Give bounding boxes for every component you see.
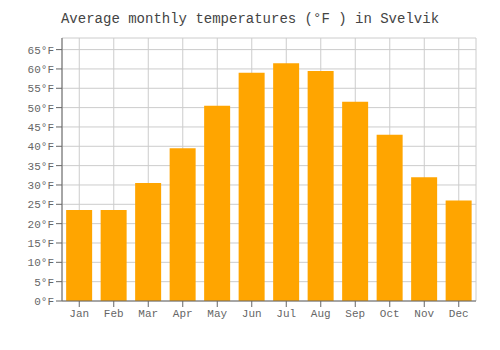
svg-text:35°F: 35°F (28, 161, 54, 173)
svg-text:65°F: 65°F (28, 45, 54, 57)
svg-text:50°F: 50°F (28, 103, 54, 115)
svg-text:60°F: 60°F (28, 64, 54, 76)
svg-text:20°F: 20°F (28, 219, 54, 231)
svg-text:May: May (207, 308, 227, 320)
svg-text:15°F: 15°F (28, 238, 54, 250)
svg-text:Sep: Sep (345, 308, 365, 320)
svg-text:Oct: Oct (380, 308, 400, 320)
svg-text:Jul: Jul (276, 308, 296, 320)
svg-text:45°F: 45°F (28, 122, 54, 134)
svg-text:Aug: Aug (311, 308, 331, 320)
svg-text:55°F: 55°F (28, 83, 54, 95)
svg-text:Jan: Jan (69, 308, 89, 320)
svg-text:Mar: Mar (138, 308, 158, 320)
svg-text:0°F: 0°F (34, 296, 54, 308)
svg-text:Jun: Jun (242, 308, 262, 320)
html-text:Average monthly temperatures (: Average monthly temperatures (°F ) in Sv… (61, 11, 439, 27)
svg-text:10°F: 10°F (28, 257, 54, 269)
svg-text:5°F: 5°F (34, 277, 54, 289)
svg-text:25°F: 25°F (28, 199, 54, 211)
svg-text:Nov: Nov (414, 308, 434, 320)
svg-text:40°F: 40°F (28, 141, 54, 153)
svg-text:Apr: Apr (173, 308, 193, 320)
svg-text:Feb: Feb (104, 308, 124, 320)
svg-text:30°F: 30°F (28, 180, 54, 192)
svg-text:Dec: Dec (449, 308, 469, 320)
